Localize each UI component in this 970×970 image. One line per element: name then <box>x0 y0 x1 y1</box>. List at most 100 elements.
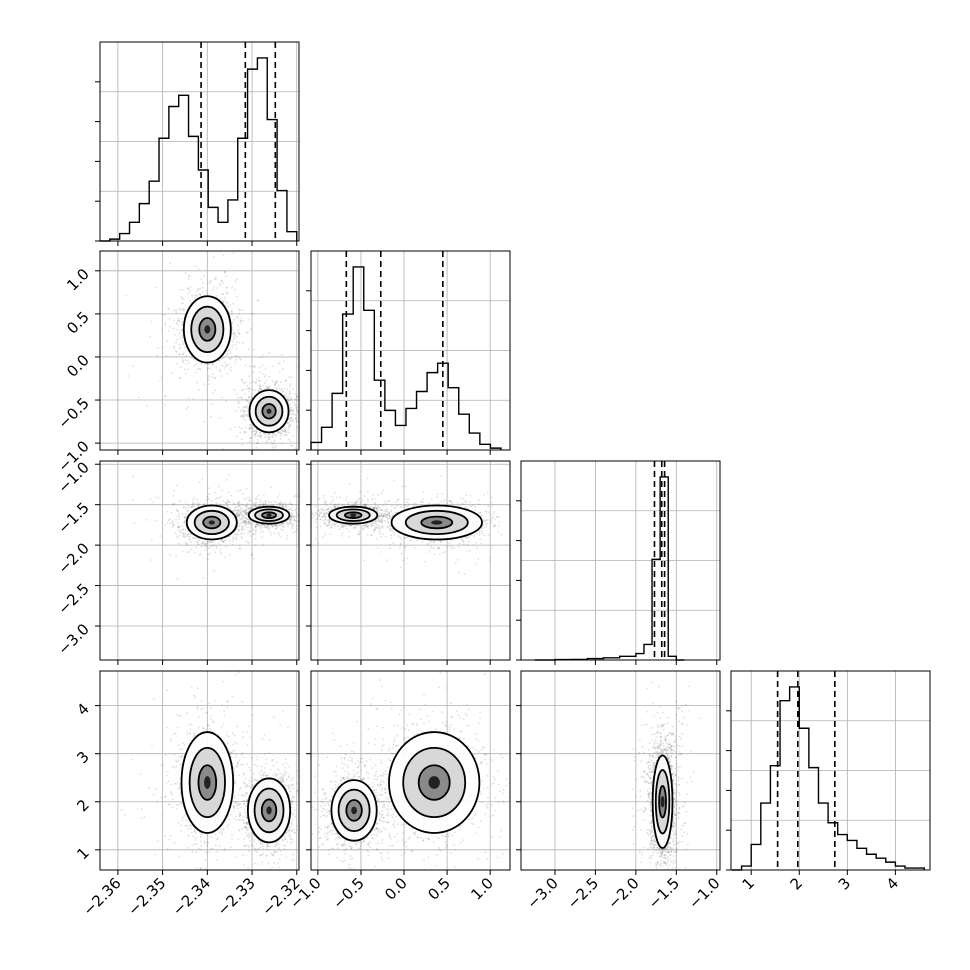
x-tick-label: −0.5 <box>329 874 367 912</box>
panel-content <box>131 473 299 580</box>
contour-line <box>330 779 378 842</box>
contour-line <box>247 505 291 525</box>
histogram-panel-2 <box>516 460 721 665</box>
contour-line <box>248 389 290 434</box>
x-tick-label: 1 <box>739 874 758 893</box>
y-tick-label: −2.5 <box>54 580 92 618</box>
panel-frame <box>310 670 511 871</box>
panel-content <box>120 671 299 870</box>
scatter-panel-0-2: −3.0−2.5−2.0−1.5−1.0 <box>54 458 300 665</box>
contour-line <box>261 403 277 420</box>
y-tick-label: −0.5 <box>54 394 92 432</box>
contour-line <box>417 764 451 801</box>
panel-content <box>125 252 299 450</box>
contour-line <box>658 784 667 819</box>
scatter-panel-1-2 <box>306 460 511 665</box>
density-peak <box>208 520 215 525</box>
contour-line <box>402 747 467 819</box>
density-peak <box>266 513 272 518</box>
y-tick-label: 1.0 <box>63 265 93 295</box>
contour-line <box>197 764 218 801</box>
x-tick-label: −2.5 <box>564 874 602 912</box>
y-tick-label: −2.0 <box>54 539 92 577</box>
density-peak <box>350 513 357 518</box>
x-tick-label: 4 <box>883 874 902 893</box>
panel-frame <box>99 41 300 242</box>
histogram-step <box>731 686 925 871</box>
contour-line <box>190 305 225 354</box>
contour-line <box>390 504 483 541</box>
panel-frame <box>99 460 300 661</box>
y-tick-label: 1 <box>73 844 92 863</box>
density-peak <box>266 806 272 815</box>
contour-line <box>188 747 226 819</box>
x-tick-label: −3.0 <box>523 874 561 912</box>
contour-line <box>337 788 371 833</box>
contour-line <box>182 295 232 364</box>
panel-content <box>311 671 510 870</box>
y-tick-label: 3 <box>73 748 92 767</box>
contour-line <box>254 508 284 522</box>
panel-frame <box>520 670 721 871</box>
x-tick-label: −2.33 <box>214 874 259 919</box>
contour-line <box>328 505 379 525</box>
x-tick-label: −1.0 <box>685 874 723 912</box>
contour-line <box>388 731 481 834</box>
density-peak <box>204 325 211 334</box>
density-peak <box>431 520 443 525</box>
y-tick-label: 2 <box>73 796 92 815</box>
x-tick-label: 3 <box>835 874 854 893</box>
panel-frame <box>310 250 511 451</box>
panel-content <box>311 475 503 576</box>
x-tick-label: −2.0 <box>604 874 642 912</box>
y-tick-label: −3.0 <box>54 620 92 658</box>
density-peak <box>204 776 211 789</box>
contour-line <box>651 754 674 849</box>
x-tick-label: −1.5 <box>645 874 683 912</box>
scatter-panel-2-3: −3.0 −2.5 −2.0 −1.5 −1.0 <box>516 670 724 913</box>
contour-line <box>198 317 217 342</box>
x-tick-label: −2.35 <box>124 874 169 919</box>
y-tick-label: 0.5 <box>63 308 93 338</box>
contour-line <box>180 731 235 834</box>
x-tick-label: 2 <box>787 874 806 893</box>
contour-line <box>335 508 371 522</box>
x-tick-label: −2.36 <box>79 874 124 919</box>
histogram-panel-3: 1 2 3 4 <box>726 670 931 894</box>
x-tick-label: −2.34 <box>169 874 214 919</box>
panel-frame <box>99 670 300 871</box>
panel-frame <box>99 250 300 451</box>
density-peak <box>351 806 357 815</box>
density-peak <box>266 408 272 414</box>
contour-line <box>202 515 222 530</box>
contour-line <box>247 777 292 844</box>
panel-frame <box>520 460 721 661</box>
contour-line <box>404 509 469 536</box>
density-peak <box>428 776 440 789</box>
panel-frame <box>310 460 511 661</box>
contour-line <box>261 511 277 520</box>
contour-line <box>344 511 363 520</box>
histogram-step <box>534 476 685 661</box>
x-tick-label: 0.0 <box>381 874 411 904</box>
histogram-step <box>100 57 298 242</box>
histogram-panel-0 <box>95 41 300 246</box>
contour-line <box>654 769 671 835</box>
contour-line <box>345 799 363 822</box>
contour-line <box>260 798 278 823</box>
y-tick-label: 0.0 <box>63 351 93 381</box>
x-tick-label: 0.5 <box>424 874 454 904</box>
histogram-step <box>310 266 502 450</box>
contour-line <box>193 509 230 536</box>
scatter-panel-1-3: −1.0 −0.5 0.0 0.5 1.0 <box>286 670 511 913</box>
scatter-panel-0-1: −1.0−0.50.00.51.0 <box>54 250 300 476</box>
contour-line <box>254 395 284 427</box>
panel-content <box>631 681 701 870</box>
contour-line <box>420 515 454 530</box>
histogram-panel-1 <box>306 250 511 455</box>
panel-frame <box>730 670 931 871</box>
density-peak <box>660 795 665 808</box>
y-tick-label: −1.5 <box>54 499 92 537</box>
